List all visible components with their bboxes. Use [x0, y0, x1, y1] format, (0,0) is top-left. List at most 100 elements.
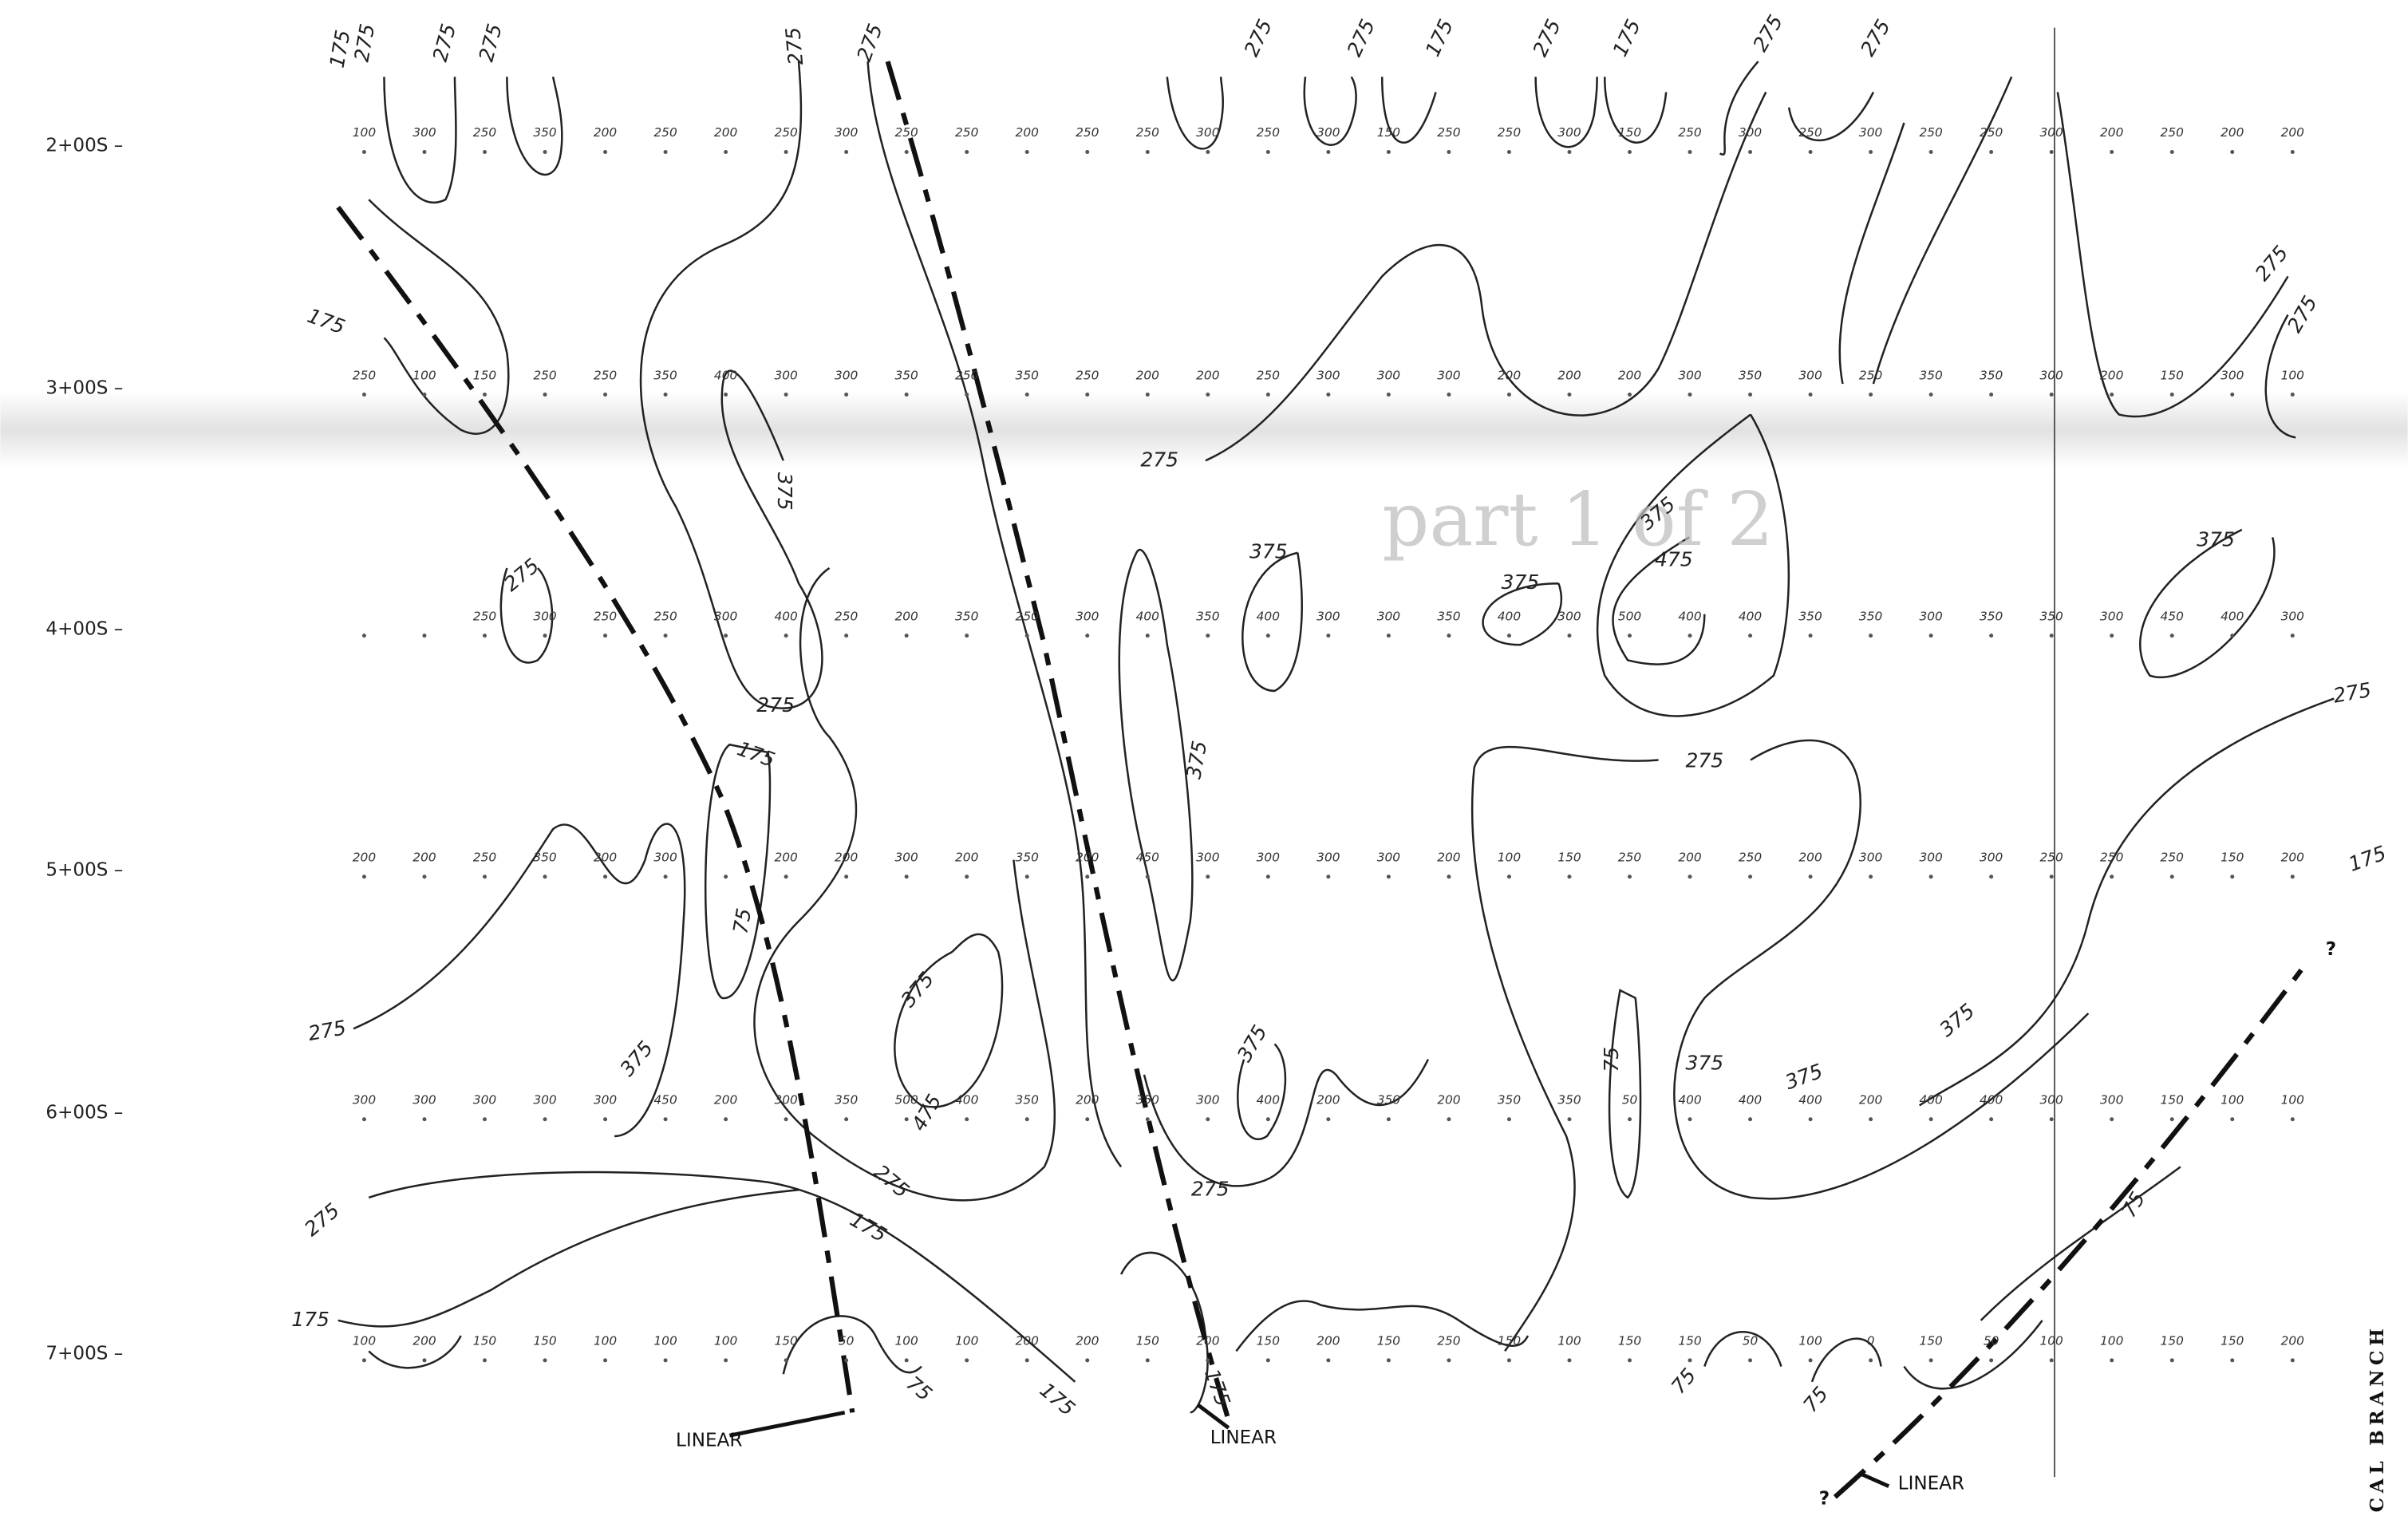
station-dot [1989, 874, 1993, 878]
reading: 200 [1498, 368, 1522, 382]
station-dot [1507, 1358, 1511, 1362]
reading: 100 [955, 1334, 979, 1348]
station-dot [1025, 874, 1029, 878]
station-dot [664, 1117, 668, 1121]
station-dot [422, 1358, 426, 1362]
contour-label: 375 [1249, 540, 1288, 563]
station-dot [1507, 634, 1511, 638]
reading: 400 [1257, 1093, 1281, 1107]
station-dot [1929, 150, 1933, 154]
contour-label: 275 [306, 1016, 348, 1045]
station-dot [1387, 634, 1391, 638]
contour-label: 175 [326, 28, 355, 69]
reading: 0 [1867, 1334, 1875, 1348]
station-dot [2050, 1117, 2054, 1121]
station-dot [1567, 1358, 1571, 1362]
reading: 450 [653, 1093, 677, 1107]
station-dot [1326, 393, 1330, 397]
station-dot [1085, 634, 1089, 638]
station-dot [1085, 874, 1089, 878]
reading: 100 [413, 368, 436, 382]
contour-label: 275 [499, 554, 543, 596]
station-dot [603, 634, 607, 638]
station-dot [1628, 634, 1632, 638]
reading: 100 [714, 1334, 738, 1348]
reading: 200 [1618, 368, 1642, 382]
station-dot [784, 1358, 788, 1362]
station-dot [1869, 874, 1873, 878]
station-dot [2291, 634, 2295, 638]
contour-label: 375 [1502, 570, 1540, 594]
station-dot [2230, 150, 2234, 154]
station-dot [1869, 1117, 1873, 1121]
reading: 350 [1859, 609, 1883, 623]
station-dot [1146, 1358, 1150, 1362]
station-dot [1809, 874, 1813, 878]
paper-fold [0, 392, 2407, 468]
reading: 400 [1980, 1093, 2003, 1107]
reading: 350 [533, 125, 557, 140]
reading: 400 [1136, 609, 1160, 623]
reading: 400 [714, 368, 738, 382]
reading: 250 [1257, 368, 1281, 382]
station-dot [1869, 1358, 1873, 1362]
reading: 200 [774, 851, 798, 865]
station-dot [965, 634, 969, 638]
reading: 200 [1076, 1334, 1099, 1348]
reading: 150 [1618, 125, 1642, 140]
reading: 50 [839, 1334, 855, 1348]
linear-label: LINEAR [676, 1431, 742, 1451]
contour-label: 75 [1798, 1382, 1833, 1416]
reading: 250 [1919, 125, 1943, 140]
station-dot [1326, 1358, 1330, 1362]
reading: 350 [1016, 851, 1040, 865]
station-dot [2170, 1117, 2174, 1121]
row-label: 2+00S – [45, 135, 123, 156]
reading: 250 [1859, 368, 1883, 382]
station-dot [362, 874, 366, 878]
reading: 450 [2161, 609, 2185, 623]
reading: 350 [1016, 368, 1040, 382]
reading: 250 [835, 609, 859, 623]
contour-label: 375 [1935, 999, 1979, 1041]
station-dot [2291, 1117, 2295, 1121]
station-dot [664, 1358, 668, 1362]
reading: 300 [2281, 609, 2305, 623]
station-dot [784, 874, 788, 878]
reading: 250 [894, 125, 918, 140]
reading: 300 [653, 851, 677, 865]
station-dot [1688, 1358, 1692, 1362]
station-dot [543, 393, 547, 397]
reading: 300 [1557, 125, 1581, 140]
reading: 200 [1016, 125, 1040, 140]
station-dot [603, 1117, 607, 1121]
contour-label: 475 [1655, 547, 1693, 570]
station-dot [2291, 1358, 2295, 1362]
station-dot [784, 634, 788, 638]
reading: 250 [955, 368, 979, 382]
station-dot [1326, 874, 1330, 878]
station-dot [1387, 150, 1391, 154]
station-dot [1748, 1117, 1752, 1121]
station-dot [1266, 393, 1270, 397]
station-dot [1266, 1358, 1270, 1362]
station-dot [1266, 634, 1270, 638]
contour-label: 275 [300, 1198, 344, 1241]
reading: 300 [353, 1093, 377, 1107]
station-dot [664, 874, 668, 878]
station-dot [844, 1358, 848, 1362]
reading: 250 [1980, 125, 2003, 140]
station-dot [2110, 634, 2114, 638]
reading: 300 [2220, 368, 2244, 382]
reading: 200 [894, 609, 918, 623]
station-dot [724, 634, 728, 638]
contour-label: 175 [1421, 16, 1458, 61]
station-dot [362, 1358, 366, 1362]
contour-label: 275 [1343, 16, 1380, 61]
reading: 150 [1136, 1334, 1160, 1348]
reading: 300 [1257, 851, 1281, 865]
station-dot [1628, 393, 1632, 397]
station-dot [1748, 874, 1752, 878]
station-dot [1929, 1117, 1933, 1121]
reading: 300 [1317, 368, 1340, 382]
